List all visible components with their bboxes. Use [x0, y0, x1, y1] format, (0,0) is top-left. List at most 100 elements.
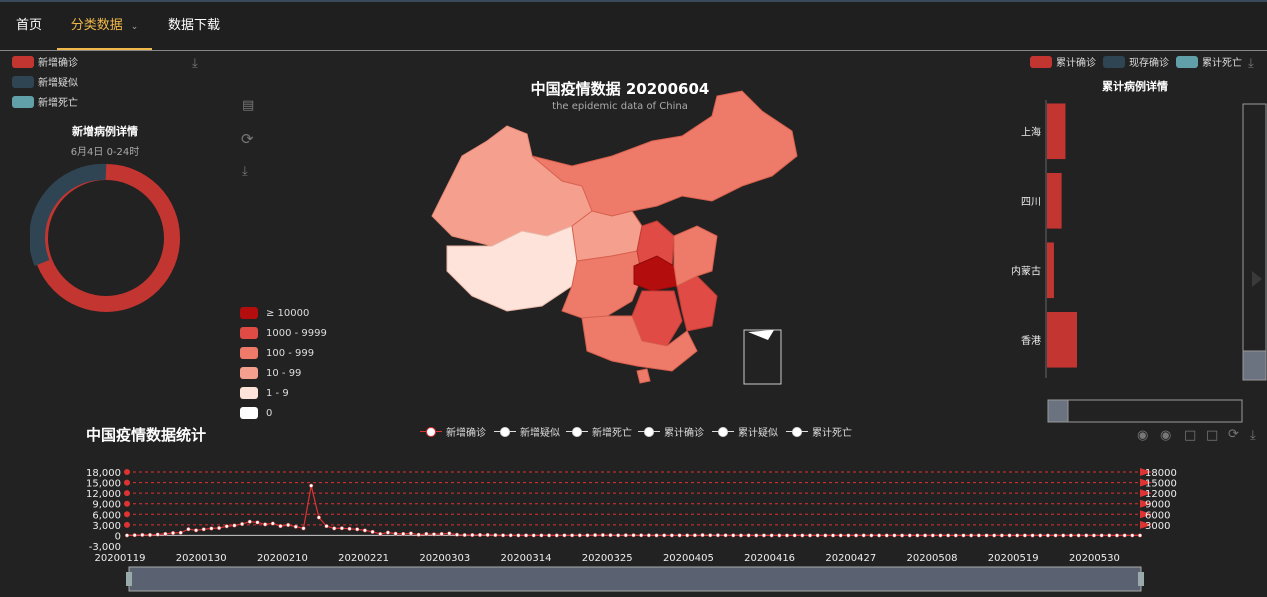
vertical-zoom-slider[interactable]	[1242, 103, 1267, 381]
series-point[interactable]	[370, 529, 375, 534]
map-level-5[interactable]: 1 - 9	[240, 387, 289, 399]
donut-ring-second[interactable]	[30, 163, 107, 267]
series-point[interactable]	[577, 533, 582, 538]
series-point[interactable]	[677, 533, 682, 538]
map-level-6[interactable]: 0	[240, 407, 272, 419]
timeline-zoom-slider[interactable]	[128, 566, 1142, 592]
series-point[interactable]	[186, 527, 191, 532]
series-point[interactable]	[1061, 533, 1066, 538]
series-point[interactable]	[493, 533, 498, 538]
map-region-zhejiang[interactable]	[676, 275, 718, 332]
series-point[interactable]	[746, 533, 751, 538]
save-image-icon[interactable]: ⤓	[242, 164, 248, 179]
map-region-south[interactable]	[581, 315, 698, 372]
series-point[interactable]	[163, 531, 168, 536]
series-point[interactable]	[738, 533, 743, 538]
series-point[interactable]	[792, 533, 797, 538]
series-point[interactable]	[884, 533, 889, 538]
legend-new-confirmed[interactable]: 新增确诊	[12, 54, 78, 69]
series-point[interactable]	[547, 533, 552, 538]
bar[interactable]	[1047, 311, 1077, 368]
series-point[interactable]	[217, 525, 222, 531]
series-point[interactable]	[232, 523, 237, 528]
series-point[interactable]	[900, 533, 905, 538]
map-region-east[interactable]	[673, 225, 718, 287]
map-level-2[interactable]: 1000 - 9999	[240, 327, 327, 339]
bar[interactable]	[1047, 103, 1066, 160]
series-point[interactable]	[877, 533, 882, 538]
series-point[interactable]	[923, 533, 928, 538]
series-legend-item[interactable]: 新增死亡	[566, 424, 632, 439]
series-point[interactable]	[815, 533, 820, 538]
series-point[interactable]	[846, 533, 851, 538]
series-point[interactable]	[869, 533, 874, 538]
series-point[interactable]	[769, 533, 774, 538]
series-point[interactable]	[362, 528, 367, 533]
series-point[interactable]	[915, 533, 920, 538]
series-point[interactable]	[708, 533, 713, 538]
series-point[interactable]	[953, 533, 958, 538]
download-icon[interactable]: ⤓	[1250, 428, 1256, 443]
series-point[interactable]	[1122, 533, 1127, 538]
series-point[interactable]	[654, 533, 659, 538]
series-point[interactable]	[1107, 533, 1112, 538]
series-point[interactable]	[508, 533, 513, 538]
series-point[interactable]	[447, 531, 452, 536]
series-point[interactable]	[961, 533, 966, 538]
series-point[interactable]	[723, 533, 728, 538]
horizontal-zoom-handle[interactable]	[1047, 399, 1069, 423]
series-point[interactable]	[907, 533, 912, 538]
series-point[interactable]	[462, 532, 467, 538]
series-point[interactable]	[854, 533, 859, 538]
series-point[interactable]	[155, 532, 160, 537]
series-point[interactable]	[470, 532, 475, 538]
series-point[interactable]	[278, 524, 283, 529]
series-point[interactable]	[685, 533, 690, 538]
crop-icon[interactable]: □	[1184, 428, 1197, 443]
series-point[interactable]	[631, 533, 636, 538]
series-point[interactable]	[355, 527, 360, 532]
series-point[interactable]	[593, 533, 598, 538]
series-point[interactable]	[385, 530, 390, 535]
series-legend-item[interactable]: 累计确诊	[638, 424, 704, 439]
series-point[interactable]	[263, 522, 268, 527]
series-point[interactable]	[247, 519, 252, 524]
series-point[interactable]	[623, 533, 628, 538]
series-point[interactable]	[1076, 533, 1081, 538]
series-point[interactable]	[570, 533, 575, 538]
nav-home[interactable]: 首页	[16, 18, 43, 33]
series-point[interactable]	[209, 526, 214, 531]
eye-icon[interactable]: ◉	[1137, 428, 1149, 443]
series-point[interactable]	[585, 533, 590, 538]
series-point[interactable]	[178, 530, 183, 535]
data-view-icon[interactable]: ▤	[242, 98, 255, 113]
series-point[interactable]	[240, 521, 245, 527]
series-point[interactable]	[946, 533, 951, 538]
series-point[interactable]	[1045, 533, 1050, 538]
series-legend-item[interactable]: 累计疑似	[712, 424, 778, 439]
series-point[interactable]	[830, 533, 836, 538]
map-level-4[interactable]: 10 - 99	[240, 367, 301, 379]
bar[interactable]	[1047, 172, 1062, 229]
series-point[interactable]	[984, 533, 989, 538]
series-point[interactable]	[424, 531, 429, 536]
map-level-3[interactable]: 100 - 999	[240, 347, 314, 359]
series-point[interactable]	[140, 532, 145, 537]
series-point[interactable]	[170, 530, 176, 536]
series-point[interactable]	[600, 532, 605, 538]
series-point[interactable]	[1022, 533, 1027, 538]
series-point[interactable]	[646, 533, 651, 538]
series-point[interactable]	[454, 532, 460, 537]
series-point[interactable]	[309, 483, 314, 488]
series-point[interactable]	[416, 532, 421, 537]
series-point[interactable]	[1114, 533, 1120, 538]
legend-total-confirmed[interactable]: 累计确诊	[1030, 54, 1096, 69]
series-point[interactable]	[639, 533, 644, 538]
series-point[interactable]	[1038, 533, 1043, 538]
series-point[interactable]	[784, 533, 790, 538]
series-point[interactable]	[401, 531, 406, 536]
series-point[interactable]	[662, 533, 667, 538]
series-point[interactable]	[316, 515, 321, 520]
eye-icon[interactable]: ◉	[1160, 428, 1172, 443]
series-point[interactable]	[892, 533, 897, 538]
